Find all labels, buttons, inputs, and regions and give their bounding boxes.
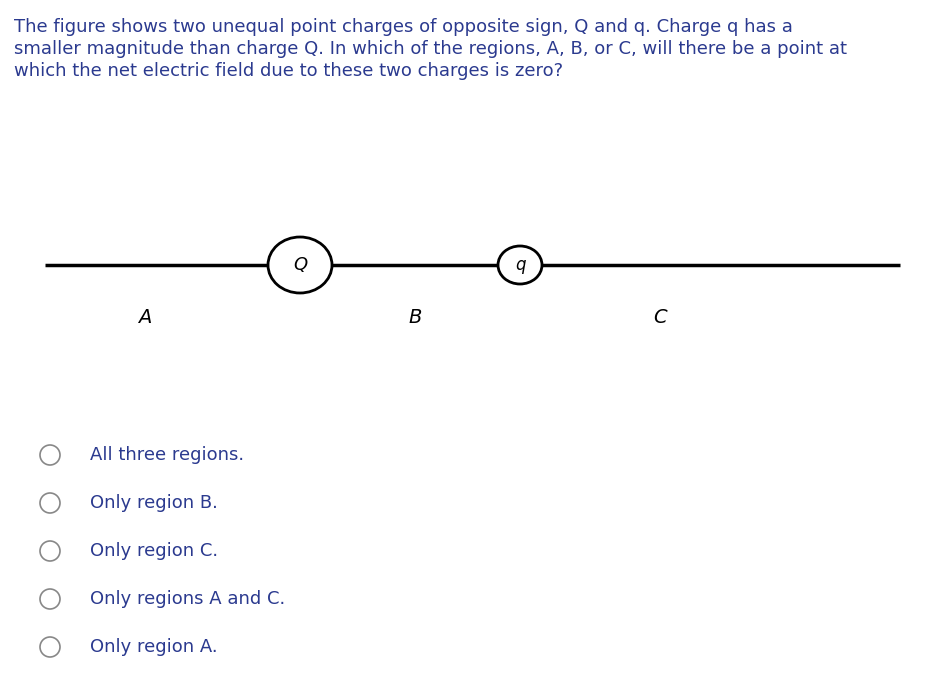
Text: q: q xyxy=(515,256,525,274)
Ellipse shape xyxy=(268,237,332,293)
Ellipse shape xyxy=(498,246,542,284)
Text: Only region B.: Only region B. xyxy=(90,494,218,512)
Text: which the net electric field due to these two charges is zero?: which the net electric field due to thes… xyxy=(14,62,563,80)
Text: The figure shows two unequal point charges of opposite sign, Q and q. Charge q h: The figure shows two unequal point charg… xyxy=(14,18,793,36)
Text: Only region A.: Only region A. xyxy=(90,638,218,656)
Text: smaller magnitude than charge Q. In which of the regions, A, B, or C, will there: smaller magnitude than charge Q. In whic… xyxy=(14,40,847,58)
Text: A: A xyxy=(138,308,152,327)
Text: Only regions A and C.: Only regions A and C. xyxy=(90,590,285,608)
Text: C: C xyxy=(653,308,666,327)
Text: Only region C.: Only region C. xyxy=(90,542,218,560)
Text: All three regions.: All three regions. xyxy=(90,446,245,464)
Text: Q: Q xyxy=(293,256,307,274)
Text: B: B xyxy=(409,308,422,327)
